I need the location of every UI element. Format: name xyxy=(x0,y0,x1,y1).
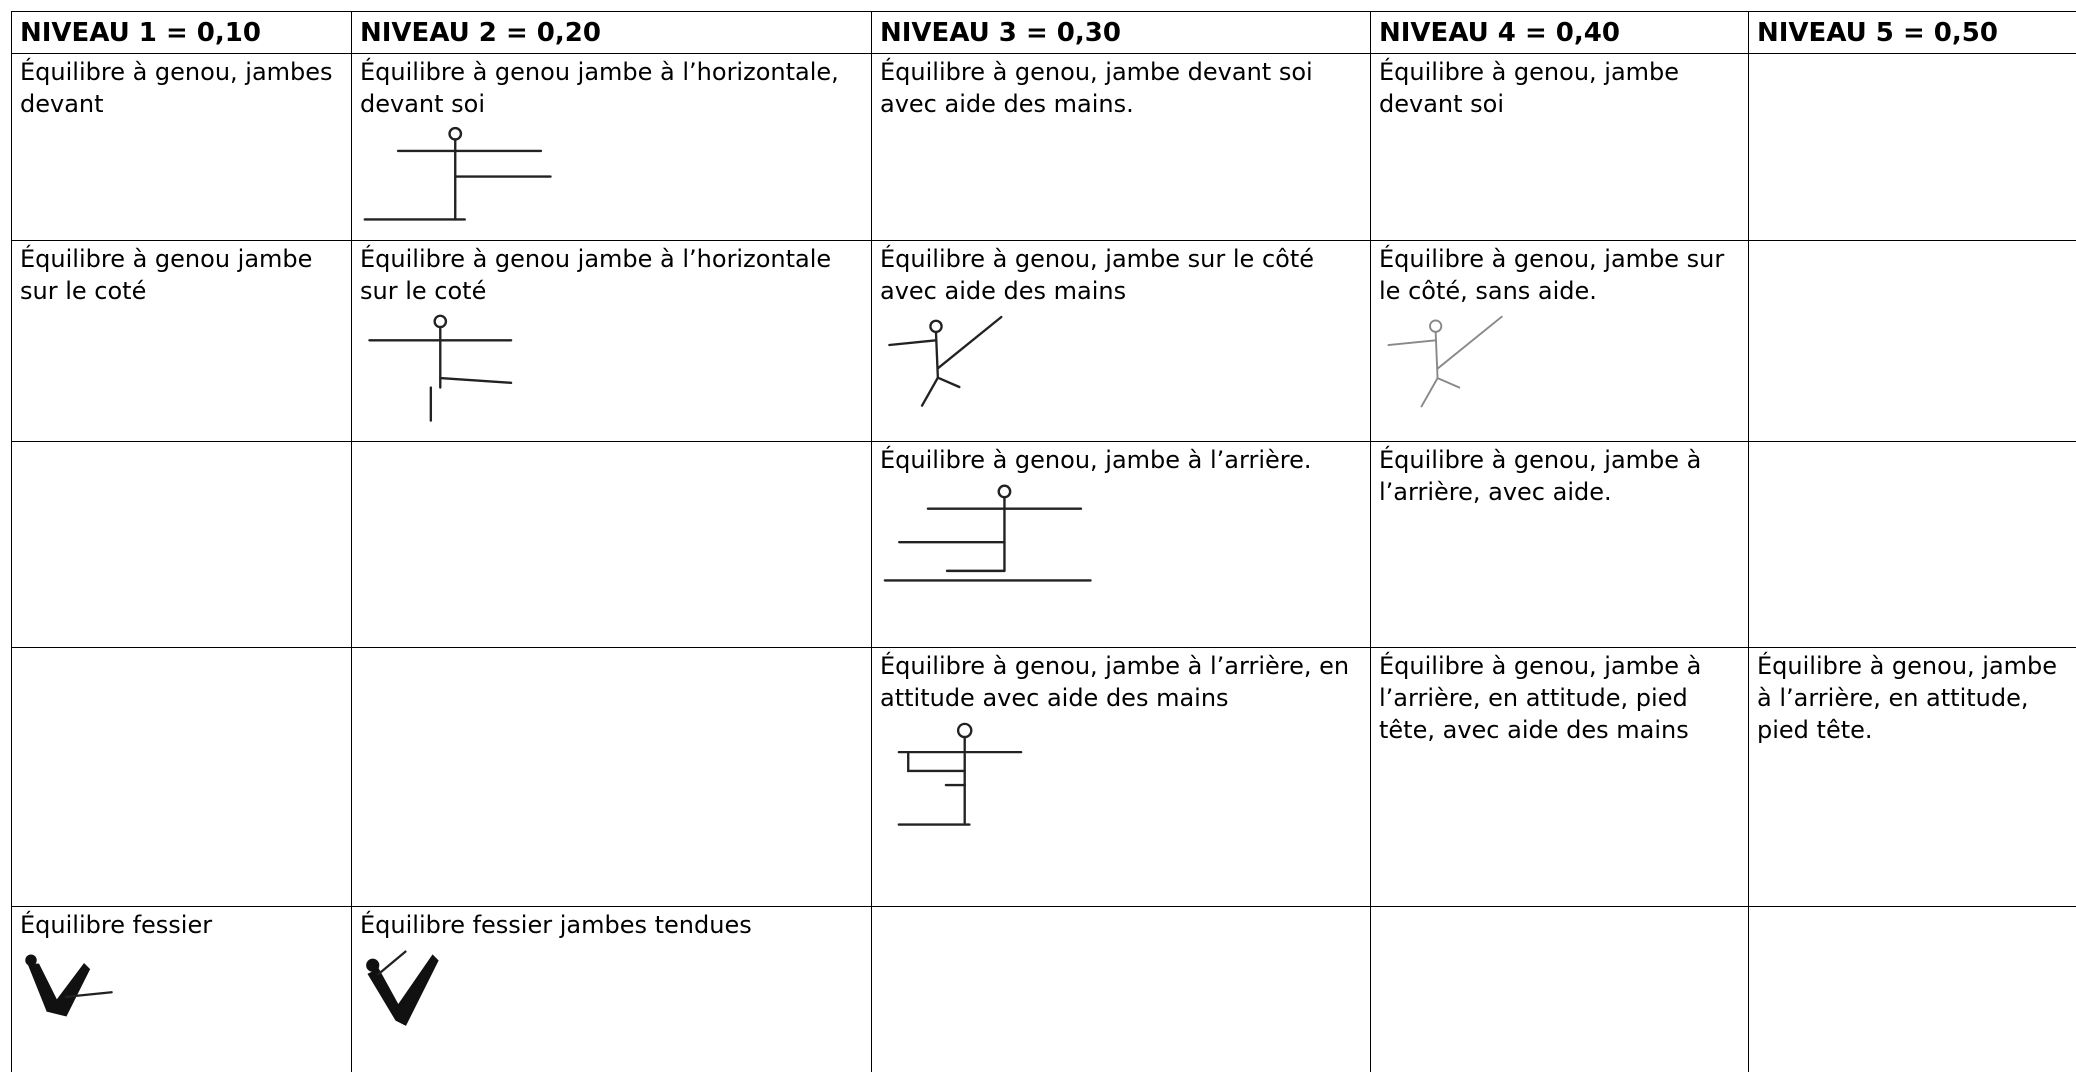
table-cell: Équilibre à genou, jambe sur le côté ave… xyxy=(871,240,1372,443)
table-cell: Équilibre à genou jambe à l’horizontale,… xyxy=(351,53,873,242)
cell-text: Équilibre à genou, jambe à l’arrière. xyxy=(880,446,1312,474)
header-text: NIVEAU 3 = 0,30 xyxy=(880,18,1121,48)
figure-sketch xyxy=(883,484,1092,582)
header-cell: NIVEAU 3 = 0,30 xyxy=(871,11,1372,55)
figure-sketch xyxy=(888,315,1003,407)
figure-sketch xyxy=(363,126,552,221)
cell-text: Équilibre à genou, jambe sur le côté, sa… xyxy=(1379,245,1725,305)
cell-text: Équilibre à genou, jambe à l’arrière, av… xyxy=(1379,446,1702,506)
table-cell: Équilibre fessier xyxy=(11,906,353,1072)
table-cell xyxy=(11,647,353,908)
figure-sketch xyxy=(1387,315,1503,408)
header-text: NIVEAU 2 = 0,20 xyxy=(360,18,601,48)
table-cell xyxy=(1748,53,2076,242)
figure-sketch xyxy=(25,954,113,1017)
header-cell: NIVEAU 4 = 0,40 xyxy=(1370,11,1750,55)
cell-text: Équilibre à genou, jambe devant soi xyxy=(1379,58,1680,118)
table-cell: Équilibre à genou, jambes devant xyxy=(11,53,353,242)
figure-sketch xyxy=(897,722,1023,826)
table-cell: Équilibre à genou, jambe devant soi xyxy=(1370,53,1750,242)
table-cell xyxy=(1748,906,2076,1072)
cell-text: Équilibre fessier xyxy=(20,911,213,939)
cell-text: Équilibre à genou, jambe devant soi avec… xyxy=(880,58,1313,118)
header-cell: NIVEAU 1 = 0,10 xyxy=(11,11,353,55)
header-cell: NIVEAU 5 = 0,50 xyxy=(1748,11,2076,55)
table-cell: Équilibre à genou, jambe à l’arrière, av… xyxy=(1370,441,1750,649)
table-cell: Équilibre à genou, jambe à l’arrière, en… xyxy=(1370,647,1750,908)
table-cell: Équilibre à genou, jambe devant soi avec… xyxy=(871,53,1372,242)
cell-text: Équilibre à genou, jambe à l’arrière, en… xyxy=(1379,652,1702,744)
cell-text: Équilibre à genou, jambe à l’arrière, en… xyxy=(1757,652,2058,744)
table-cell xyxy=(351,441,873,649)
cell-text: Équilibre fessier jambes tendues xyxy=(360,911,752,939)
header-text: NIVEAU 1 = 0,10 xyxy=(20,18,261,48)
table-cell xyxy=(1748,441,2076,649)
cell-text: Équilibre à genou jambe à l’horizontale … xyxy=(360,245,832,305)
table-cell: Équilibre à genou jambe à l’horizontale … xyxy=(351,240,873,443)
header-text: NIVEAU 4 = 0,40 xyxy=(1379,18,1620,48)
table-cell: Équilibre à genou, jambe à l’arrière. xyxy=(871,441,1372,649)
cell-text: Équilibre à genou jambe sur le coté xyxy=(20,245,313,305)
table-cell xyxy=(1748,240,2076,443)
header-text: NIVEAU 5 = 0,50 xyxy=(1757,18,1998,48)
cell-text: Équilibre à genou, jambes devant xyxy=(20,58,333,118)
table-cell xyxy=(1370,906,1750,1072)
table-cell xyxy=(11,441,353,649)
table-cell: Équilibre à genou, jambe sur le côté, sa… xyxy=(1370,240,1750,443)
table-cell: Équilibre à genou jambe sur le coté xyxy=(11,240,353,443)
table-cell: Équilibre à genou, jambe à l’arrière, en… xyxy=(871,647,1372,908)
table-cell: Équilibre fessier jambes tendues xyxy=(351,906,873,1072)
header-cell: NIVEAU 2 = 0,20 xyxy=(351,11,873,55)
table-cell: Équilibre à genou, jambe à l’arrière, en… xyxy=(1748,647,2076,908)
table-cell xyxy=(871,906,1372,1072)
figure-sketch xyxy=(368,314,513,422)
cell-text: Équilibre à genou, jambe sur le côté ave… xyxy=(880,245,1314,305)
figure-sketch xyxy=(366,950,439,1026)
cell-text: Équilibre à genou, jambe à l’arrière, en… xyxy=(880,652,1350,712)
table-cell xyxy=(351,647,873,908)
cell-text: Équilibre à genou jambe à l’horizontale,… xyxy=(360,58,839,118)
